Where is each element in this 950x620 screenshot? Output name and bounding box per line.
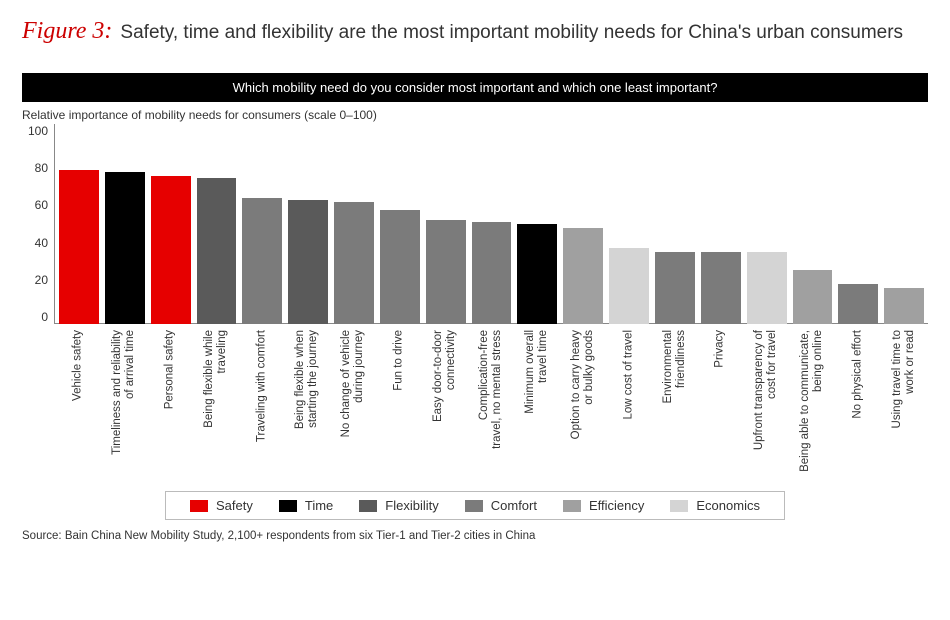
legend-label: Flexibility [385, 498, 438, 513]
x-label-cell: No physical effort [838, 330, 878, 485]
legend-label: Time [305, 498, 333, 513]
y-tick: 100 [22, 124, 48, 138]
legend-item: Comfort [465, 498, 537, 513]
bar [793, 270, 833, 324]
bar [242, 198, 282, 324]
x-label: Traveling with comfort [255, 330, 268, 442]
x-label: No physical effort [851, 330, 864, 419]
x-label-cell: Personal safety [150, 330, 190, 485]
bar [655, 252, 695, 324]
question-banner: Which mobility need do you consider most… [22, 73, 928, 102]
figure-title-row: Figure 3: Safety, time and flexibility a… [22, 18, 928, 45]
legend-swatch [465, 500, 483, 512]
x-label-cell: Vehicle safety [58, 330, 98, 485]
legend-item: Safety [190, 498, 253, 513]
legend-item: Time [279, 498, 333, 513]
legend-label: Efficiency [589, 498, 644, 513]
x-label: Being flexible whiletraveling [202, 330, 228, 428]
legend-swatch [279, 500, 297, 512]
bar [105, 172, 145, 324]
x-label: Fun to drive [393, 330, 406, 391]
bar [59, 170, 99, 324]
legend-label: Safety [216, 498, 253, 513]
chart-legend: Safety Time Flexibility Comfort Efficiency Ec… [165, 491, 785, 520]
x-label-cell: No change of vehicleduring journey [333, 330, 373, 485]
x-label: Minimum overalltravel time [524, 330, 550, 414]
bar [197, 178, 237, 324]
x-label-cell: Easy door-to-doorconnectivity [425, 330, 465, 485]
x-label: Upfront transparency ofcost for travel [753, 330, 779, 450]
x-label-cell: Environmentalfriendliness [655, 330, 695, 485]
bar-chart: 100 80 60 40 20 0 [22, 124, 928, 324]
legend-swatch [563, 500, 581, 512]
figure-label: Figure 3: [22, 18, 112, 45]
y-tick: 40 [22, 236, 48, 250]
legend-label: Economics [696, 498, 760, 513]
x-label-cell: Fun to drive [379, 330, 419, 485]
source-note: Source: Bain China New Mobility Study, 2… [22, 530, 928, 542]
x-label: Complication-freetravel, no mental stres… [478, 330, 504, 449]
x-label-cell: Using travel time towork or read [884, 330, 924, 485]
x-label: Low cost of travel [622, 330, 635, 419]
bar [334, 202, 374, 324]
bar [380, 210, 420, 324]
legend-label: Comfort [491, 498, 537, 513]
bar [609, 248, 649, 324]
legend-swatch [359, 500, 377, 512]
x-label-cell: Being able to communicate,being online [792, 330, 832, 485]
x-label-cell: Low cost of travel [609, 330, 649, 485]
x-label-cell: Being flexible whiletraveling [196, 330, 236, 485]
x-label-cell: Traveling with comfort [242, 330, 282, 485]
bar [426, 220, 466, 324]
x-label: Easy door-to-doorconnectivity [432, 330, 458, 422]
bar [151, 176, 191, 324]
y-tick: 0 [22, 310, 48, 324]
y-axis-label: Relative importance of mobility needs fo… [22, 108, 928, 122]
x-label-cell: Option to carry heavyor bulky goods [563, 330, 603, 485]
bar [884, 288, 924, 324]
plot-area [54, 124, 928, 324]
x-label: Timeliness and reliabilityof arrival tim… [111, 330, 137, 455]
x-label: Option to carry heavyor bulky goods [570, 330, 596, 439]
x-label-cell: Complication-freetravel, no mental stres… [471, 330, 511, 485]
bar [288, 200, 328, 324]
x-label: Being able to communicate,being online [799, 330, 825, 472]
bar [472, 222, 512, 324]
x-label: No change of vehicleduring journey [340, 330, 366, 437]
x-label: Environmentalfriendliness [661, 330, 687, 404]
bar [701, 252, 741, 324]
y-axis-ticks: 100 80 60 40 20 0 [22, 124, 54, 324]
legend-item: Economics [670, 498, 760, 513]
x-label-cell: Being flexible whenstarting the journey [287, 330, 327, 485]
x-label-cell: Timeliness and reliabilityof arrival tim… [104, 330, 144, 485]
bar [517, 224, 557, 324]
legend-swatch [190, 500, 208, 512]
x-label: Being flexible whenstarting the journey [294, 330, 320, 429]
x-label: Personal safety [163, 330, 176, 409]
x-label-cell: Minimum overalltravel time [517, 330, 557, 485]
y-tick: 20 [22, 273, 48, 287]
figure-title: Safety, time and flexibility are the mos… [120, 22, 903, 44]
x-label-cell: Privacy [700, 330, 740, 485]
legend-item: Efficiency [563, 498, 644, 513]
bar [747, 252, 787, 324]
x-axis-labels: Vehicle safety Timeliness and reliability… [54, 330, 928, 485]
x-label: Vehicle safety [71, 330, 84, 401]
x-label: Using travel time towork or read [891, 330, 917, 428]
legend-item: Flexibility [359, 498, 438, 513]
y-tick: 80 [22, 161, 48, 175]
bar [838, 284, 878, 324]
bars-row [55, 124, 928, 324]
legend-swatch [670, 500, 688, 512]
y-tick: 60 [22, 198, 48, 212]
x-label-cell: Upfront transparency ofcost for travel [746, 330, 786, 485]
bar [563, 228, 603, 324]
x-label: Privacy [714, 330, 727, 368]
